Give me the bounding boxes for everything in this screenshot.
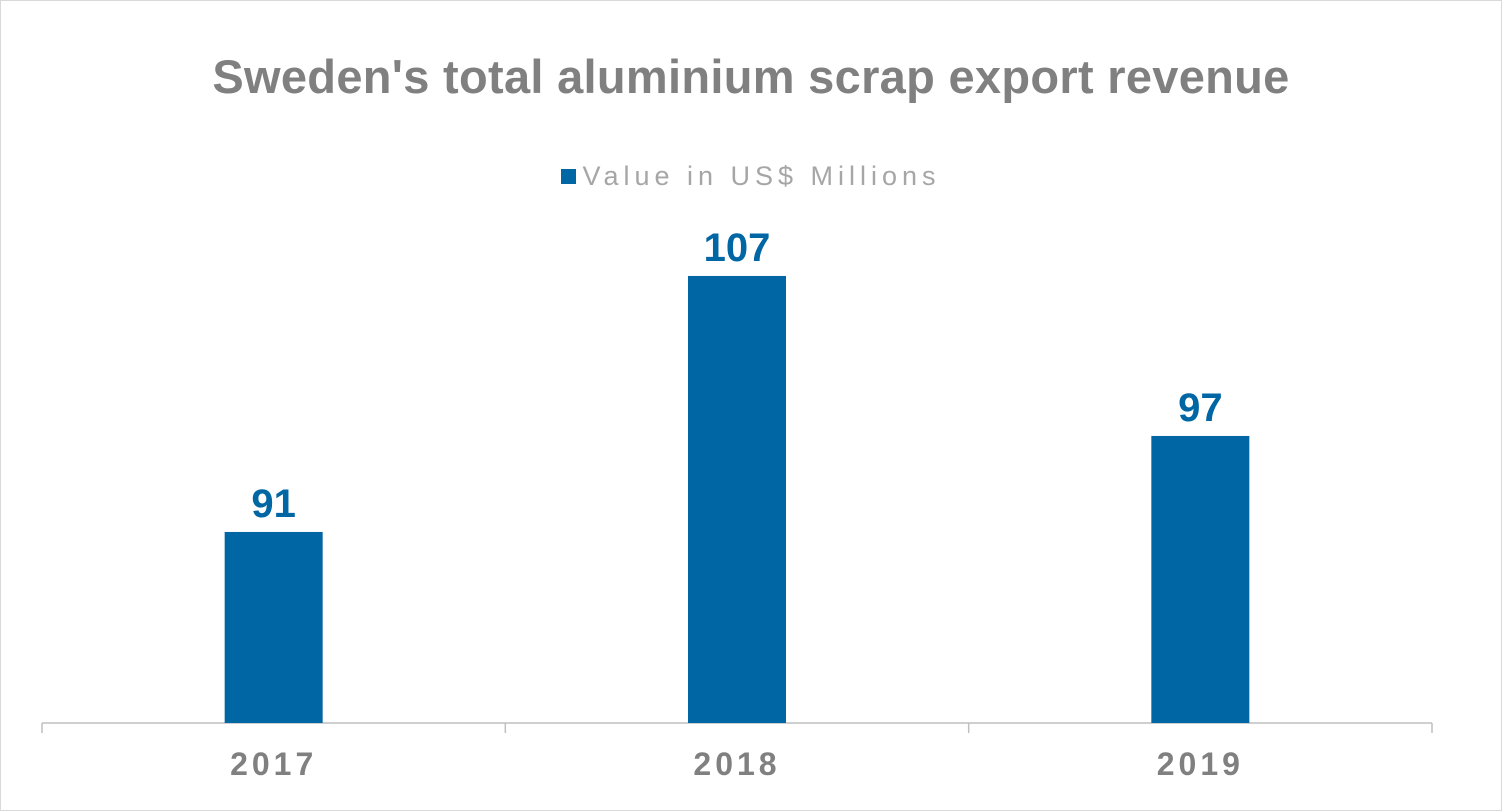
bar-2017 — [224, 531, 323, 723]
legend-swatch — [561, 169, 577, 184]
legend: Value in US$ Millions — [1, 161, 1501, 192]
data-label-2018: 107 — [704, 226, 771, 270]
bar-2018 — [688, 275, 786, 723]
bar-2019 — [1151, 435, 1250, 723]
legend-label: Value in US$ Millions — [582, 161, 941, 191]
data-label-2019: 97 — [1178, 386, 1223, 430]
x-tick-label-2018: 2018 — [693, 746, 780, 782]
x-tick-label-2017: 2017 — [230, 746, 317, 782]
data-label-2017: 91 — [251, 482, 296, 526]
x-tick-label-2019: 2019 — [1157, 746, 1244, 782]
chart-title: Sweden's total aluminium scrap export re… — [212, 50, 1290, 103]
